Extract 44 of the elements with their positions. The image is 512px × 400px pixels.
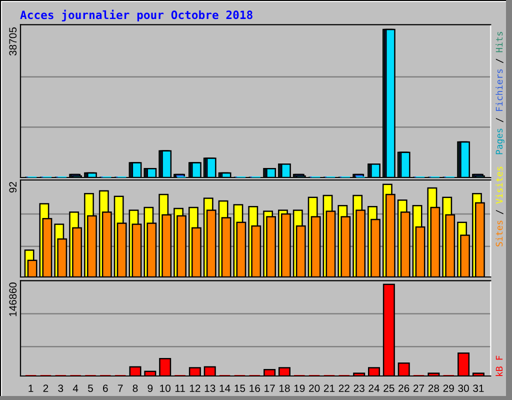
x-tick-label: 16 bbox=[250, 384, 260, 392]
x-tick-label: 17 bbox=[264, 384, 275, 392]
x-tick-label: 23 bbox=[354, 384, 364, 392]
x-tick-label: 2 bbox=[43, 384, 48, 392]
y-axis-title: 38705 bbox=[9, 27, 17, 56]
text: / bbox=[496, 118, 504, 122]
text: Fichiers bbox=[496, 69, 503, 111]
x-tick-label: 20 bbox=[309, 384, 320, 392]
x-tick-label: 30 bbox=[458, 384, 469, 392]
text: / bbox=[496, 210, 504, 214]
x-tick-label: 12 bbox=[190, 384, 200, 392]
x-tick-label: 25 bbox=[384, 384, 394, 392]
x-tick-label: 21 bbox=[324, 384, 335, 392]
x-tick-label: 7 bbox=[118, 384, 123, 392]
x-tick-label: 10 bbox=[160, 384, 170, 392]
x-tick-label: 26 bbox=[398, 384, 410, 392]
x-tick-label: 1 bbox=[28, 384, 34, 392]
x-tick-label: 14 bbox=[220, 384, 230, 392]
x-tick-label: 6 bbox=[103, 384, 108, 392]
text: Pages bbox=[496, 128, 504, 154]
x-tick-label: 31 bbox=[473, 384, 484, 392]
y-axis-title: 146860 bbox=[9, 282, 17, 316]
x-tick-label: 19 bbox=[294, 384, 305, 392]
x-tick-label: 11 bbox=[175, 384, 185, 392]
x-tick-label: 9 bbox=[148, 384, 153, 392]
text: / bbox=[496, 58, 504, 64]
x-tick-label: 5 bbox=[88, 384, 93, 392]
x-tick-label: 8 bbox=[132, 384, 138, 392]
x-tick-label: 18 bbox=[279, 384, 290, 392]
x-tick-label: 28 bbox=[428, 384, 440, 392]
x-tick-label: 3 bbox=[58, 384, 64, 392]
x-tick-label: 15 bbox=[234, 384, 246, 392]
text: Visites bbox=[496, 166, 503, 204]
x-tick-label: 24 bbox=[368, 384, 380, 392]
x-tick-label: 27 bbox=[414, 384, 424, 392]
chart-title: Acces journalier pour Octobre 2018 bbox=[20, 10, 252, 22]
text: kB F bbox=[496, 356, 503, 376]
x-tick-label: 22 bbox=[338, 384, 350, 392]
text: Hits bbox=[496, 32, 503, 52]
x-tick-label: 13 bbox=[204, 384, 216, 392]
y-axis-title: 92 bbox=[9, 182, 17, 193]
x-tick-label: 29 bbox=[443, 384, 454, 392]
x-tick-label: 4 bbox=[72, 384, 78, 392]
text: Sites bbox=[496, 220, 503, 246]
